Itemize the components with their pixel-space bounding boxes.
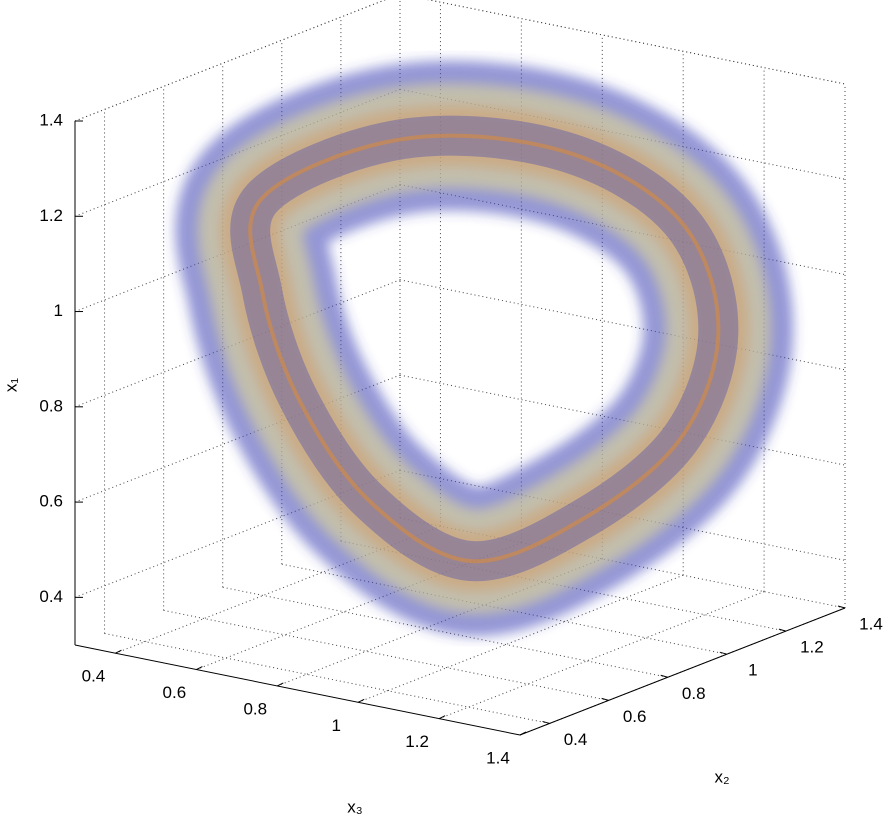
tick-mark (357, 698, 365, 703)
tick-mark (115, 649, 122, 654)
x3-tick-label: 1.4 (486, 748, 510, 767)
tick-mark (542, 720, 550, 724)
x1-tick-label: 0.8 (39, 396, 63, 415)
tick-mark (778, 628, 787, 632)
tick-mark (277, 682, 284, 687)
x1-tick-label: 0.6 (39, 492, 63, 511)
axis-line (519, 607, 846, 736)
x3-tick-label: 1.2 (405, 732, 429, 751)
x2-tick-label: 1.2 (800, 638, 824, 657)
tick-mark (837, 605, 846, 609)
x1-axis-label: x₁ (1, 378, 20, 393)
x2-tick-label: 0.4 (564, 730, 588, 749)
x2-axis-label: x₂ (714, 767, 729, 786)
x2-tick-label: 0.8 (682, 684, 706, 703)
tick-mark (438, 715, 446, 720)
axis-line (74, 644, 521, 736)
grid-line (163, 609, 609, 701)
x1-tick-label: 1 (54, 301, 63, 320)
tick-mark (519, 731, 527, 736)
x3-tick-label: 0.4 (82, 667, 106, 686)
x3-tick-label: 1 (331, 716, 340, 735)
axes: 0.4 0.6 0.8 1 1.2 1.4 0.4 0.6 0.8 1 1.2 1.4 0.4 0.6 0.… (39, 110, 882, 767)
point-band (248, 133, 721, 564)
x2-tick-label: 0.6 (623, 707, 647, 726)
x1-tick-label: 0.4 (39, 587, 63, 606)
x2-tick-label: 1 (748, 661, 757, 680)
x3-axis-label: x₃ (347, 797, 362, 816)
x3-tick-label: 0.8 (243, 699, 267, 718)
x1-tick-label: 1.4 (39, 110, 63, 129)
tick-mark (719, 651, 727, 655)
tick-mark (601, 697, 609, 701)
tick-mark (660, 674, 668, 678)
x3-tick-label: 0.6 (163, 683, 187, 702)
x1-tick-label: 1.2 (39, 206, 63, 225)
tick-mark (196, 666, 203, 670)
point-cloud (175, 60, 794, 637)
x2-tick-label: 1.4 (859, 614, 883, 633)
grid-line (104, 632, 550, 724)
